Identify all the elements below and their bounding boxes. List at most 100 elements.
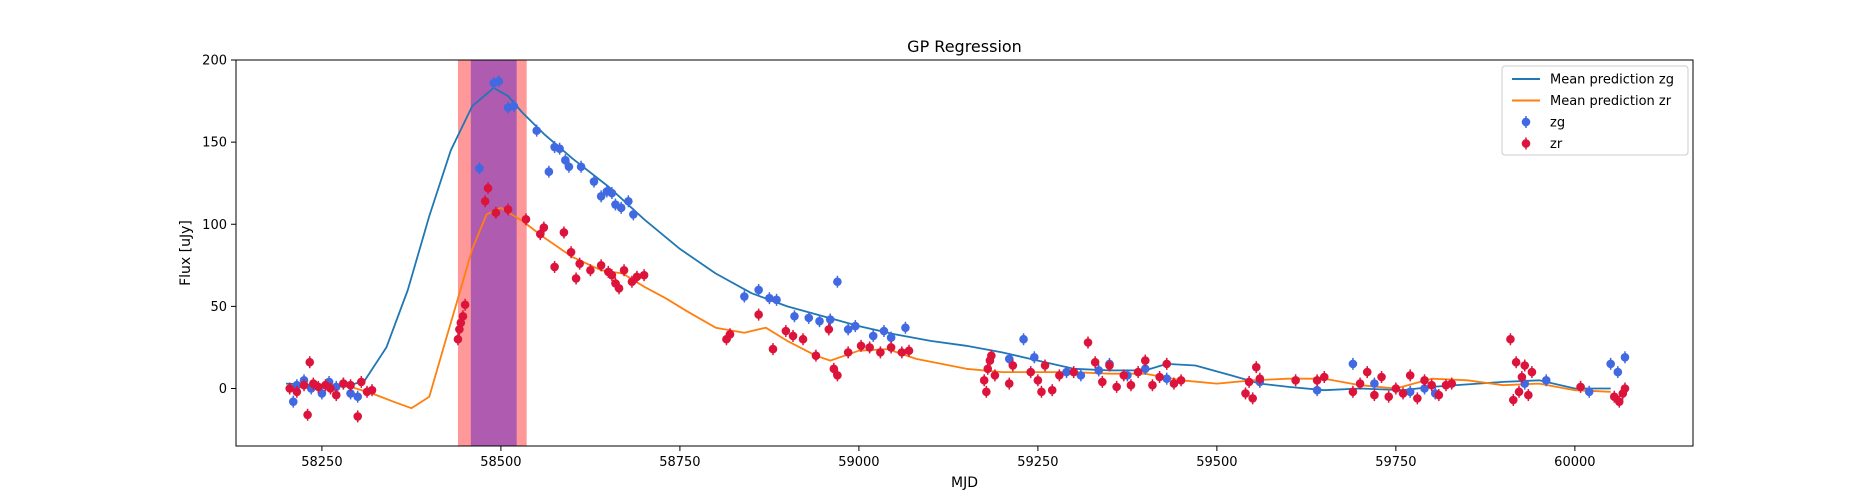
point-zr <box>285 382 294 395</box>
point-zr <box>1008 359 1018 372</box>
marker-zr <box>1506 334 1515 344</box>
point-zr <box>571 272 581 285</box>
x-tick-label: 60000 <box>1554 455 1595 470</box>
point-zr <box>305 356 315 369</box>
y-tick-label: 150 <box>202 136 227 151</box>
point-zr <box>843 346 853 359</box>
legend-label: zg <box>1550 116 1565 131</box>
marker-zr <box>833 371 842 380</box>
point-zr <box>1508 394 1518 407</box>
point-zr <box>1055 369 1064 382</box>
point-zr <box>314 380 323 393</box>
marker-zg <box>616 203 626 213</box>
point-zg <box>1584 385 1594 398</box>
marker-zr <box>1377 372 1386 382</box>
point-zr <box>987 349 996 362</box>
point-zr <box>1355 377 1365 390</box>
marker-zr <box>1370 390 1379 400</box>
point-zr <box>1047 384 1057 397</box>
marker-zr <box>1112 382 1121 392</box>
marker-zr <box>1517 372 1527 382</box>
marker-zr <box>725 330 735 339</box>
marker-zr <box>1126 380 1136 390</box>
point-zr <box>1037 385 1046 398</box>
point-zr <box>559 226 569 239</box>
marker-zr <box>1434 390 1444 400</box>
marker-zr <box>987 351 996 360</box>
point-zr <box>1040 359 1050 372</box>
point-zr <box>856 339 866 352</box>
marker-zr <box>1083 338 1093 347</box>
shaded-regions <box>457 60 527 446</box>
x-tick-label: 59750 <box>1375 455 1416 470</box>
point-zg <box>561 154 570 167</box>
point-zr <box>1090 356 1100 369</box>
point-zr <box>876 346 885 359</box>
legend: Mean prediction zg Mean prediction zr zg zr <box>1501 65 1689 156</box>
point-zr <box>788 329 798 342</box>
marker-zg <box>629 210 638 219</box>
marker-zg <box>596 192 606 201</box>
point-zr <box>550 260 559 273</box>
marker-zr <box>1241 389 1250 398</box>
legend-label: zr <box>1550 137 1563 152</box>
point-zg <box>317 387 327 400</box>
marker-zr <box>460 300 470 310</box>
point-zg <box>555 142 564 155</box>
marker-zg <box>346 389 355 398</box>
shaded-region-inner <box>470 60 517 446</box>
marker-zr <box>1420 375 1429 385</box>
point-zr <box>865 341 874 354</box>
marker-zr <box>1069 367 1078 377</box>
marker-zr <box>1162 359 1172 369</box>
point-zr <box>798 333 808 346</box>
point-zr <box>768 343 778 356</box>
marker-zg <box>879 326 889 336</box>
marker-zr <box>1511 357 1521 367</box>
marker-zr <box>367 385 377 395</box>
marker-zr <box>575 259 584 268</box>
x-axis: 58250 58500 58750 59000 59250 59500 59750 60000 <box>301 446 1596 470</box>
marker-zr <box>843 348 853 357</box>
marker-zg <box>1019 334 1028 344</box>
point-zg <box>596 190 606 203</box>
marker-zg <box>1541 375 1551 385</box>
marker-zg <box>825 315 835 324</box>
marker-zg <box>353 392 363 402</box>
point-zg <box>353 390 363 403</box>
point-zr <box>575 257 584 270</box>
marker-zg <box>317 389 327 398</box>
marker-zr <box>811 351 821 360</box>
marker-zr <box>1524 390 1533 400</box>
marker-zr <box>1040 361 1050 370</box>
marker-zr <box>1047 385 1057 395</box>
point-zr <box>619 264 629 277</box>
point-zr <box>356 375 366 388</box>
marker-zr <box>1405 371 1415 380</box>
marker-zr <box>292 387 302 397</box>
point-zr <box>1391 382 1401 395</box>
marker-zr <box>1008 361 1018 370</box>
point-zr <box>1434 389 1444 402</box>
marker-zr <box>1155 372 1164 382</box>
marker-zr <box>607 270 617 280</box>
marker-zr <box>453 334 463 344</box>
marker-zr <box>326 384 335 393</box>
point-zr <box>1576 380 1585 393</box>
point-zr <box>1312 374 1322 387</box>
y-tick-label: 100 <box>202 218 227 233</box>
x-tick-label: 59000 <box>838 455 879 470</box>
marker-zg <box>544 167 554 176</box>
marker-zr <box>1514 387 1524 397</box>
point-zr <box>811 349 821 362</box>
marker-zr <box>639 270 649 280</box>
marker-zr <box>535 229 545 239</box>
legend-swatch-marker <box>1521 139 1531 148</box>
x-tick-label: 59500 <box>1196 455 1237 470</box>
marker-zr <box>1119 371 1129 380</box>
marker-zg <box>564 162 574 172</box>
point-zr <box>1527 366 1537 379</box>
point-zg <box>1162 372 1172 385</box>
marker-zr <box>1033 375 1043 385</box>
marker-zg <box>624 196 633 206</box>
